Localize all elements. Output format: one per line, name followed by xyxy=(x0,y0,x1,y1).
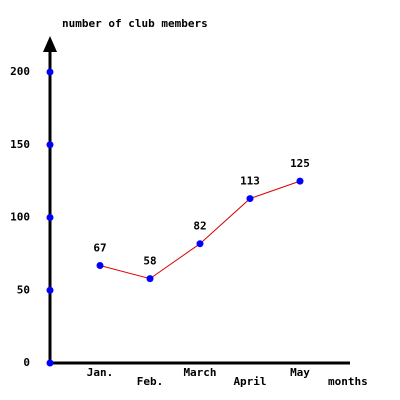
data-label: 67 xyxy=(93,242,106,255)
x-axis-label: months xyxy=(328,375,368,388)
y-tick-label: 200 xyxy=(10,65,30,78)
y-tick-dot xyxy=(46,141,54,149)
point xyxy=(196,240,204,248)
point xyxy=(296,177,304,185)
point xyxy=(246,195,254,203)
y-tick-label: 0 xyxy=(23,356,30,369)
y-tick-dot xyxy=(46,286,54,294)
data-label: 113 xyxy=(240,175,260,188)
y-axis-arrow xyxy=(43,36,57,52)
x-tick-label: Jan. xyxy=(87,366,114,379)
data-label: 82 xyxy=(193,220,206,233)
y-tick-dot xyxy=(46,359,54,367)
y-tick-dot xyxy=(46,68,54,76)
x-tick-label: May xyxy=(290,366,310,379)
point xyxy=(96,262,104,270)
y-tick-label: 50 xyxy=(17,283,30,296)
y-tick-label: 150 xyxy=(10,138,30,151)
data-label: 125 xyxy=(290,157,310,170)
point xyxy=(146,275,154,283)
y-tick-dot xyxy=(46,214,54,221)
data-label: 58 xyxy=(143,255,156,268)
x-tick-label: April xyxy=(233,375,266,388)
x-tick-label: Feb. xyxy=(137,375,164,388)
y-axis-label: number of club members xyxy=(62,17,208,30)
x-tick-label: March xyxy=(183,366,216,379)
y-tick-label: 100 xyxy=(10,211,30,224)
